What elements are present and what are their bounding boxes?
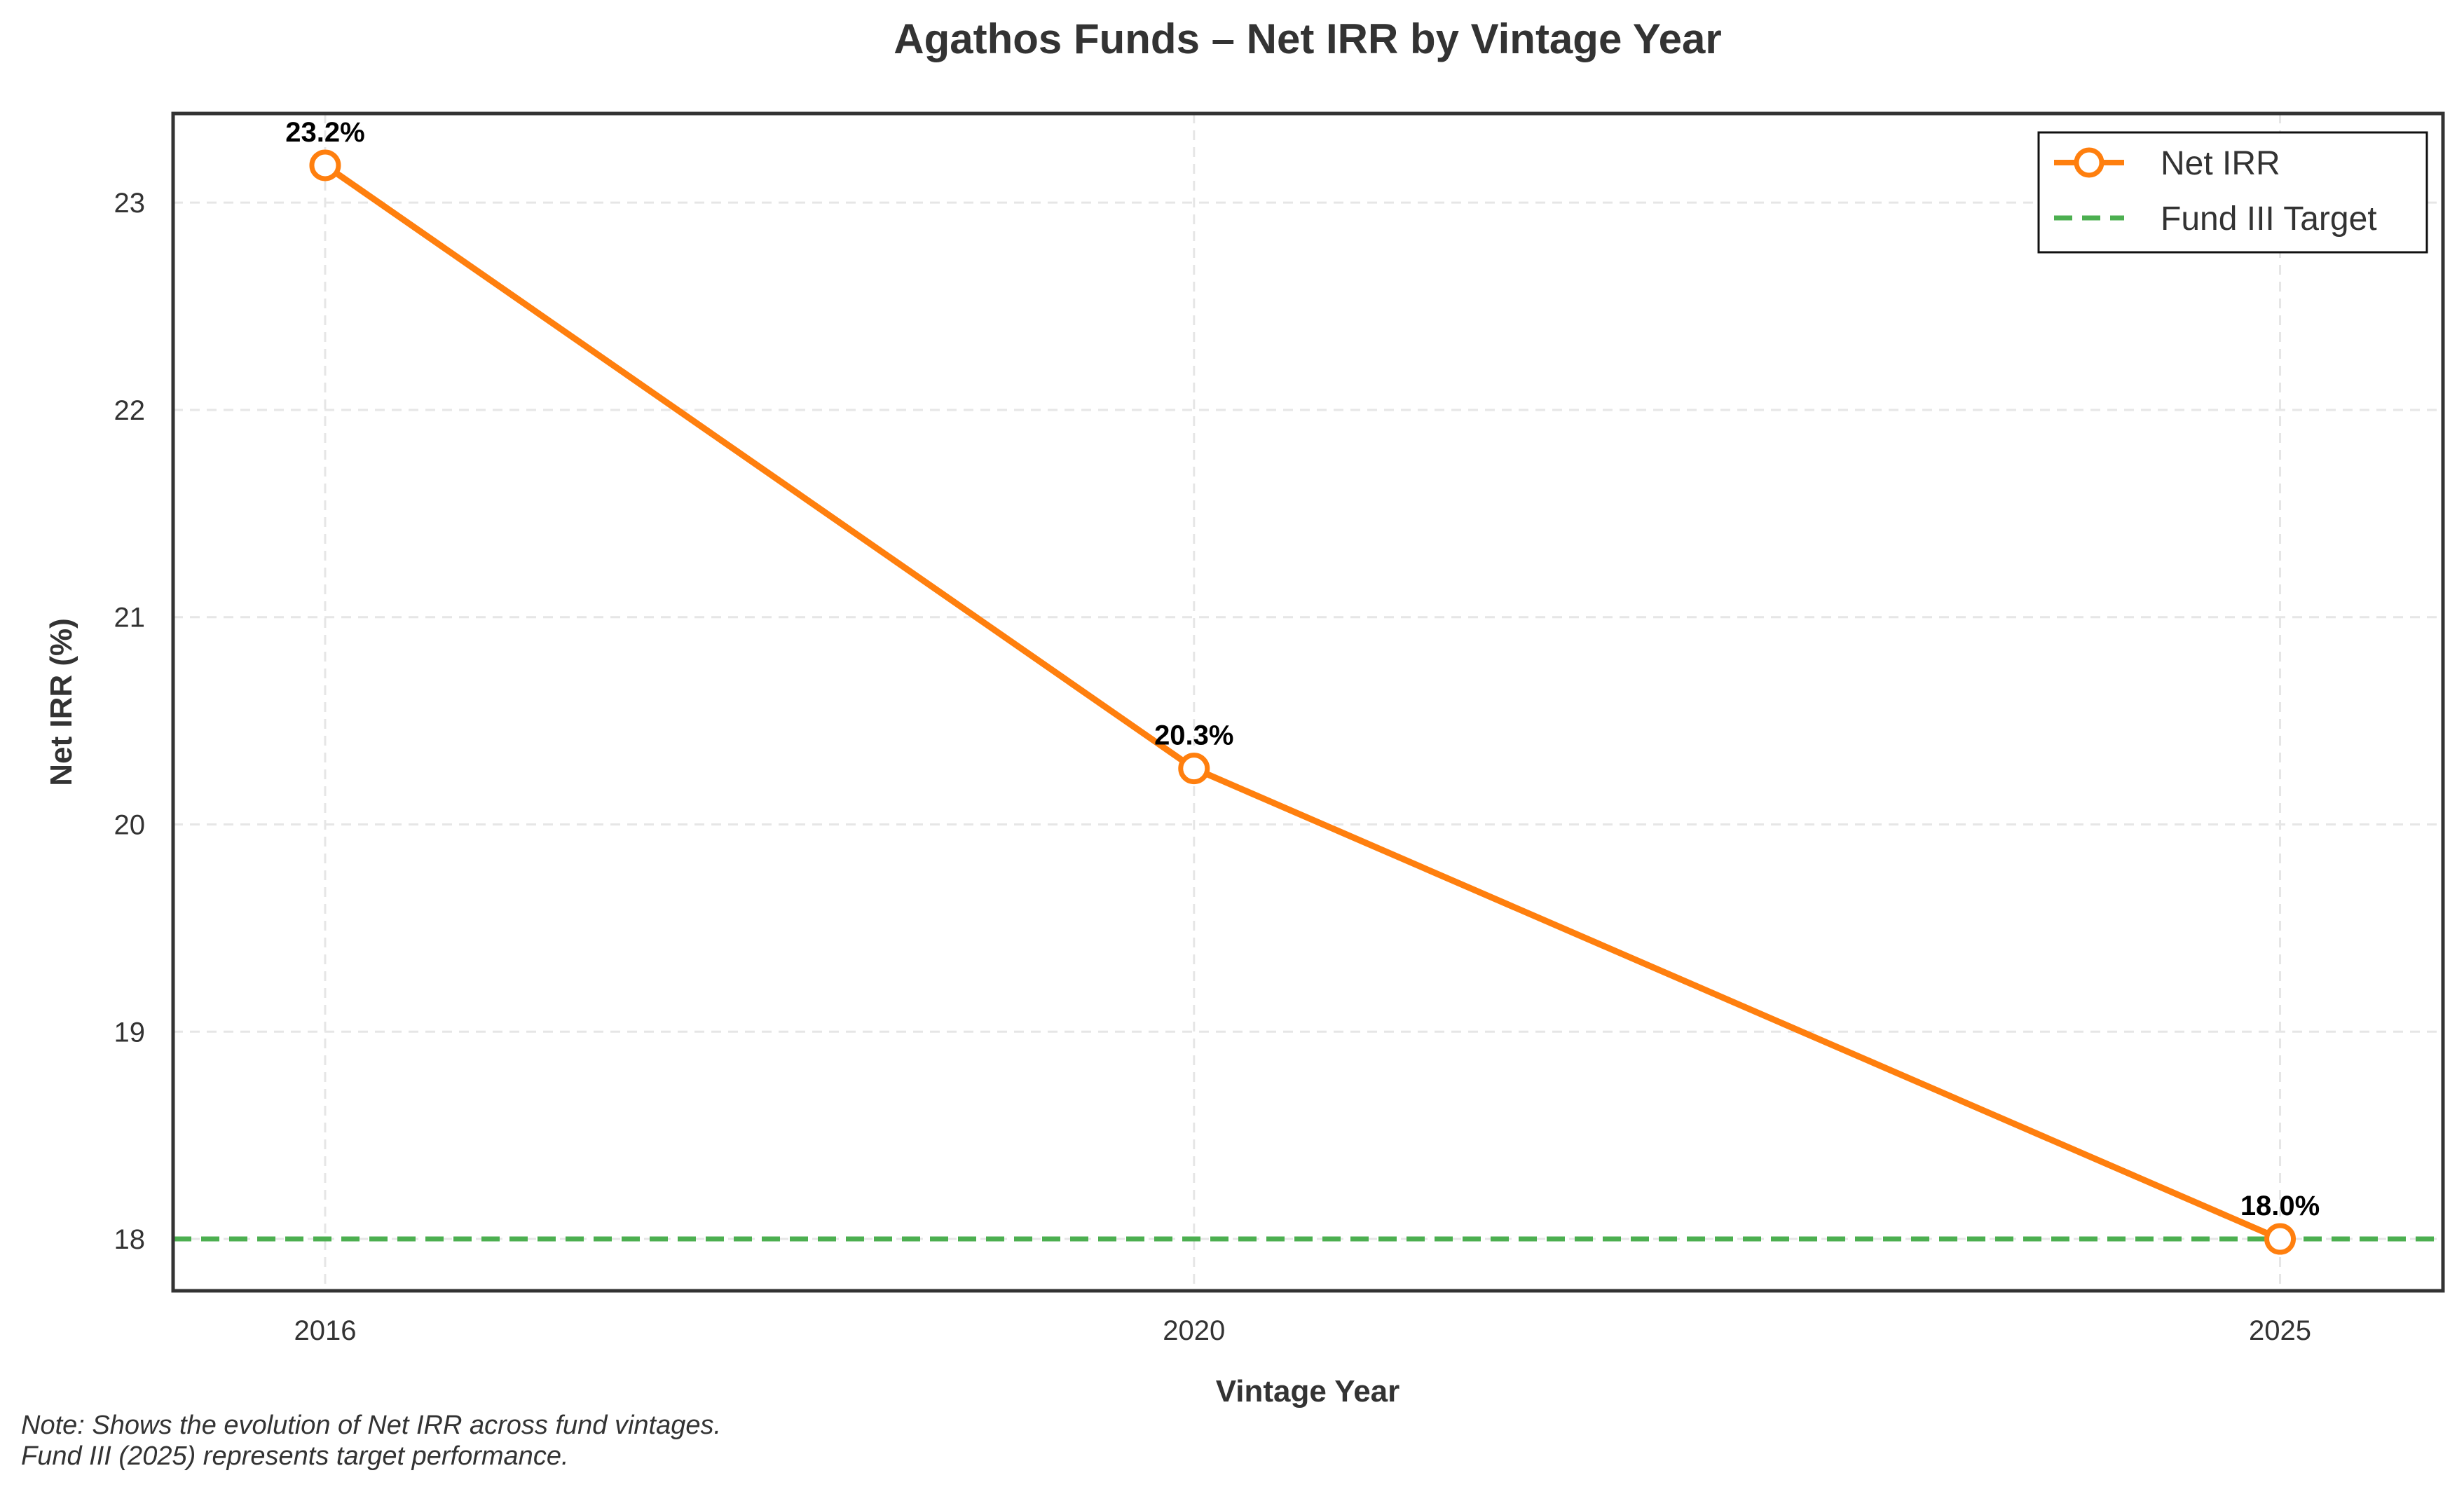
chart-title: Agathos Funds – Net IRR by Vintage Year <box>894 15 1721 62</box>
note-line-1: Note: Shows the evolution of Net IRR acr… <box>21 1411 722 1440</box>
legend: Net IRR Fund III Target <box>2037 131 2428 254</box>
x-tick-label: 2020 <box>1163 1315 1225 1346</box>
legend-box <box>2037 131 2428 254</box>
y-tick-label: 18 <box>114 1224 146 1255</box>
data-label: 23.2% <box>285 117 364 148</box>
data-point <box>1178 753 1210 785</box>
y-tick-label: 22 <box>114 395 146 426</box>
grid <box>173 114 2443 1291</box>
y-tick-label: 23 <box>114 188 146 219</box>
data-point <box>2264 1223 2297 1255</box>
note-line-2: Fund III (2025) represents target perfor… <box>21 1441 569 1471</box>
data-point <box>309 149 341 181</box>
data-label: 18.0% <box>2240 1191 2320 1221</box>
y-axis-ticks: 18 19 20 21 22 23 <box>114 188 146 1255</box>
x-tick-label: 2025 <box>2249 1315 2311 1346</box>
data-labels: 23.2% 20.3% 18.0% <box>285 117 2320 1221</box>
chart-note: Note: Shows the evolution of Net IRR acr… <box>21 1410 721 1472</box>
x-axis-label: Vintage Year <box>1216 1374 1400 1409</box>
series-line <box>323 163 2282 1242</box>
x-tick-label: 2016 <box>294 1315 356 1346</box>
y-tick-label: 21 <box>114 603 146 633</box>
x-axis-ticks: 2016 2020 2025 <box>294 1315 2311 1346</box>
y-tick-label: 20 <box>114 810 146 841</box>
legend-net-irr-label: Net IRR <box>2161 145 2280 182</box>
legend-fund-iii-target-label: Fund III Target <box>2161 200 2377 238</box>
y-axis-label: Net IRR (%) <box>44 618 78 786</box>
legend-net-irr-marker <box>2074 147 2104 178</box>
data-label: 20.3% <box>1154 720 1233 751</box>
y-tick-label: 19 <box>114 1017 146 1048</box>
series-layer <box>309 149 2297 1255</box>
plot-frame <box>171 111 2445 1293</box>
